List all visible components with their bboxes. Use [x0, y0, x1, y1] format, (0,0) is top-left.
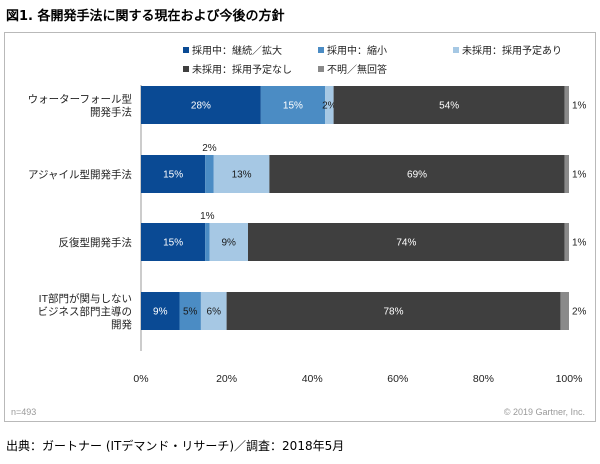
data-label: 1% [200, 211, 215, 222]
bar-segment [200, 292, 227, 330]
data-label: 2% [322, 101, 337, 112]
legend-label: 未採用：採用予定あり [462, 44, 562, 57]
data-label: 15% [163, 238, 183, 249]
bar-segment [564, 86, 569, 124]
data-label: 1% [572, 170, 587, 181]
bar-segment [205, 155, 214, 193]
legend-label: 未採用：採用予定なし [192, 63, 292, 76]
data-label: 6% [207, 307, 222, 318]
data-label: 15% [283, 101, 303, 112]
legend-swatch [183, 66, 189, 72]
x-tick-label: 80% [473, 373, 494, 385]
sample-size-note: n=493 [11, 407, 36, 417]
x-tick-label: 40% [302, 373, 323, 385]
bar-segment [333, 86, 565, 124]
data-label: 9% [153, 307, 168, 318]
legend-swatch [183, 47, 189, 53]
bar-segment [209, 223, 248, 261]
legend-swatch [318, 47, 324, 53]
bar-segment [564, 155, 569, 193]
category-label: ビジネス部門主導の [38, 305, 133, 318]
bar-segment [248, 223, 565, 261]
data-label: 54% [439, 101, 459, 112]
bar-segment [213, 155, 270, 193]
x-tick-label: 60% [387, 373, 408, 385]
legend-swatch [318, 66, 324, 72]
bar-segment [260, 86, 326, 124]
bar-segment [325, 86, 334, 124]
data-label: 78% [384, 307, 404, 318]
bar-segment [141, 292, 180, 330]
figure-title: 図1. 各開発手法に関する現在および今後の方針 [6, 9, 285, 24]
bar-segment [564, 223, 569, 261]
bar-segment [205, 223, 210, 261]
bar-segment [226, 292, 561, 330]
data-label: 74% [396, 238, 416, 249]
x-tick-label: 0% [133, 373, 148, 385]
bar-segment [560, 292, 569, 330]
bars: 28% 15% 2% 54% 1% 15% 2% 13% 69% 1% 15% 1% 9% 74% 1% 9%… [141, 86, 587, 330]
data-label: 1% [572, 238, 587, 249]
bar-segment [141, 86, 261, 124]
category-label: ウォーターフォール型 [28, 93, 132, 106]
data-label: 2% [202, 143, 217, 154]
copyright-text: © 2019 Gartner, Inc. [504, 407, 585, 417]
category-label: 開発手法 [90, 106, 132, 119]
source-footer: 出典：ガートナー (ITデマンド・リサーチ)／調査：2018年5月 [6, 439, 345, 453]
bar-segment [141, 155, 206, 193]
legend-swatch [453, 47, 459, 53]
data-label: 28% [191, 101, 211, 112]
bar-segment [269, 155, 565, 193]
x-tick-label: 100% [556, 373, 583, 385]
category-label: 反復型開発手法 [59, 236, 133, 249]
data-label: 69% [407, 170, 427, 181]
bar-segment [179, 292, 201, 330]
x-tick-labels: 0% 20% 40% 60% 80% 100% [133, 373, 582, 385]
data-label: 15% [163, 170, 183, 181]
bar-segment [141, 223, 206, 261]
data-label: 1% [572, 101, 587, 112]
data-label: 2% [572, 307, 587, 318]
data-label: 5% [183, 307, 198, 318]
legend-label: 採用中：継続／拡大 [192, 44, 282, 57]
data-label: 9% [222, 238, 237, 249]
category-label: IT部門が関与しない [39, 292, 132, 305]
legend-label: 不明／無回答 [327, 63, 387, 76]
category-label: アジャイル型開発手法 [28, 168, 132, 181]
legend-label: 採用中：縮小 [327, 44, 387, 57]
chart-panel: 採用中：継続／拡大 採用中：縮小 未採用：採用予定あり未採用：採用予定なし 不明／無回… [4, 32, 596, 422]
data-label: 13% [232, 170, 252, 181]
x-tick-label: 20% [216, 373, 237, 385]
category-label: 開発 [111, 318, 132, 331]
